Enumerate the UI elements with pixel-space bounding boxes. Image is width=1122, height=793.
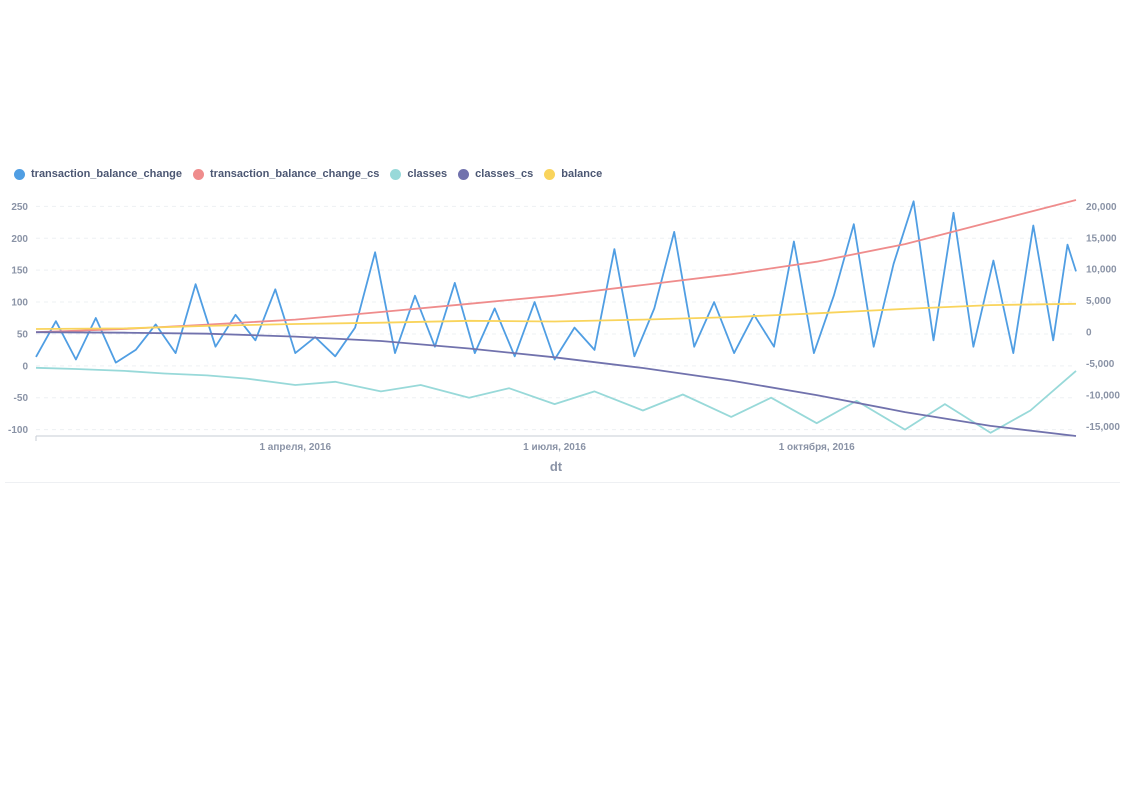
y-right-tick-label: 10,000 xyxy=(1086,265,1117,276)
y-right-tick-label: 15,000 xyxy=(1086,233,1117,244)
y-right-tick-label: -5,000 xyxy=(1086,359,1115,370)
y-left-tick-label: -100 xyxy=(8,425,28,436)
legend-dot xyxy=(544,168,556,180)
legend-label: transaction_balance_change_cs xyxy=(210,168,380,180)
series-line-transaction-balance-change xyxy=(35,200,1077,364)
x-tick-label: 1 октября, 2016 xyxy=(779,441,855,453)
x-axis-title: dt xyxy=(550,459,563,474)
x-tick-label: 1 июля, 2016 xyxy=(523,442,586,453)
series-line-classes-cs xyxy=(35,331,1077,437)
y-left-tick-label: 100 xyxy=(11,298,28,309)
series-line-balance xyxy=(35,302,1077,330)
legend-item-classes-cs[interactable]: classes_cs xyxy=(458,168,533,180)
y-right-tick-label: -10,000 xyxy=(1086,391,1120,402)
legend-dot xyxy=(390,168,402,180)
legend-label: transaction_balance_change xyxy=(31,168,183,180)
legend-dot xyxy=(193,168,205,180)
y-right-tick-label: 20,000 xyxy=(1086,202,1117,213)
legend: transaction_balance_change transaction_ba… xyxy=(14,168,602,180)
y-left-tick-label: -50 xyxy=(14,393,29,404)
y-left-tick-label: 50 xyxy=(17,329,29,340)
y-right-tick-label: 0 xyxy=(1086,328,1092,339)
series-line-transaction-balance-change-cs xyxy=(35,199,1077,334)
legend-label: classes_cs xyxy=(475,168,534,180)
series-line-classes xyxy=(35,366,1077,434)
legend-item-classes[interactable]: classes xyxy=(390,168,447,180)
legend-item-balance[interactable]: balance xyxy=(544,168,602,180)
legend-item-transaction-balance-change[interactable]: transaction_balance_change xyxy=(14,168,182,180)
y-right-tick-label: -15,000 xyxy=(1086,422,1120,433)
y-left-tick-label: 150 xyxy=(11,266,28,277)
legend-item-transaction-balance-change-cs[interactable]: transaction_balance_change_cs xyxy=(193,168,379,180)
legend-dot xyxy=(458,168,470,180)
legend-label: classes xyxy=(407,168,448,180)
y-left-tick-label: 200 xyxy=(11,234,28,245)
y-left-tick-label: 0 xyxy=(22,361,28,372)
divider xyxy=(5,482,1120,483)
legend-label: balance xyxy=(561,168,603,180)
y-left-tick-label: 250 xyxy=(11,202,28,213)
x-tick-label: 1 апреля, 2016 xyxy=(259,442,331,453)
legend-dot xyxy=(14,168,25,180)
y-right-tick-label: 5,000 xyxy=(1086,296,1111,307)
